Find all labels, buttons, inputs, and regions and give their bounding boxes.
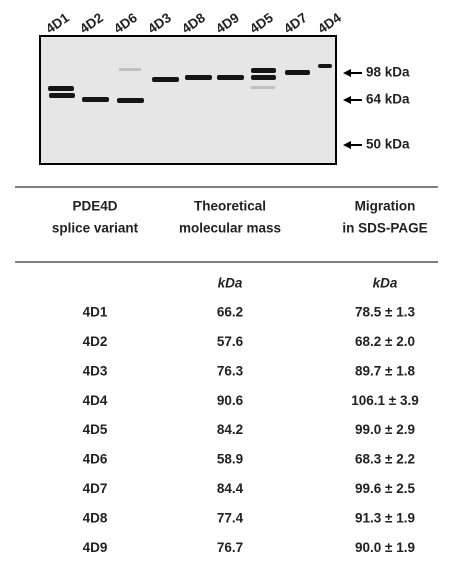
table-cell: 4D4 — [83, 393, 108, 408]
table-cell: 84.2 — [217, 422, 243, 437]
lane-label: 4D9 — [213, 10, 242, 36]
table-cell: 77.4 — [217, 510, 244, 525]
table-cell: 4D2 — [83, 334, 108, 349]
band — [119, 68, 141, 71]
table-cell: 90.6 — [217, 393, 244, 408]
table-cell: 90.0 ± 1.9 — [355, 540, 415, 555]
column-header: Migration — [355, 199, 416, 214]
band — [285, 70, 310, 75]
table-cell: 4D3 — [83, 363, 108, 378]
column-header: PDE4D — [72, 199, 117, 214]
lane-label: 4D5 — [247, 10, 276, 37]
lane-label: 4D8 — [179, 10, 208, 37]
table-cell: 76.3 — [217, 363, 244, 378]
band — [251, 86, 275, 89]
marker-arrowhead — [343, 96, 351, 104]
lane-label: 4D4 — [315, 10, 344, 37]
table-cell: 78.5 ± 1.3 — [355, 305, 415, 320]
table-cell: 68.3 ± 2.2 — [355, 452, 415, 467]
band — [251, 68, 276, 73]
table-cell: 57.6 — [217, 334, 244, 349]
table-cell: 91.3 ± 1.9 — [355, 510, 415, 525]
table-cell: 4D1 — [83, 305, 108, 320]
figure: 4D14D24D64D34D84D94D54D74D498 kDa64 kDa5… — [0, 0, 453, 575]
marker-label: 50 kDa — [366, 137, 410, 152]
lane-label: 4D1 — [43, 10, 72, 37]
table-cell: 99.6 ± 2.5 — [355, 481, 415, 496]
lane-label: 4D7 — [281, 10, 310, 36]
band — [318, 64, 332, 68]
band — [217, 75, 244, 80]
table-cell: 106.1 ± 3.9 — [351, 393, 418, 408]
marker-label: 98 kDa — [366, 65, 410, 80]
unit-label: kDa — [373, 276, 398, 291]
column-header: Theoretical — [194, 199, 266, 214]
table-cell: 68.2 ± 2.0 — [355, 334, 415, 349]
table-cell: 99.0 ± 2.9 — [355, 422, 415, 437]
marker-arrowhead — [343, 141, 351, 149]
column-header: in SDS-PAGE — [342, 221, 427, 236]
lane-label: 4D3 — [145, 10, 174, 37]
table-cell: 4D8 — [83, 510, 108, 525]
lane-label: 4D6 — [111, 10, 140, 37]
band — [49, 93, 75, 98]
table-cell: 84.4 — [217, 481, 244, 496]
band — [48, 86, 74, 91]
band — [251, 75, 276, 80]
table-cell: 76.7 — [217, 540, 243, 555]
table-cell: 4D9 — [83, 540, 108, 555]
marker-arrowhead — [343, 69, 351, 77]
table-cell: 66.2 — [217, 305, 243, 320]
lane-label: 4D2 — [77, 10, 106, 36]
column-header: splice variant — [52, 221, 139, 236]
unit-label: kDa — [218, 276, 243, 291]
table-cell: 4D5 — [83, 422, 108, 437]
band — [117, 98, 144, 103]
column-header: molecular mass — [179, 221, 281, 236]
marker-label: 64 kDa — [366, 92, 410, 107]
table-cell: 89.7 ± 1.8 — [355, 363, 415, 378]
band — [152, 77, 179, 82]
band — [82, 97, 109, 102]
table-cell: 4D7 — [83, 481, 108, 496]
table-cell: 58.9 — [217, 452, 243, 467]
band — [185, 75, 212, 80]
table-cell: 4D6 — [83, 452, 108, 467]
